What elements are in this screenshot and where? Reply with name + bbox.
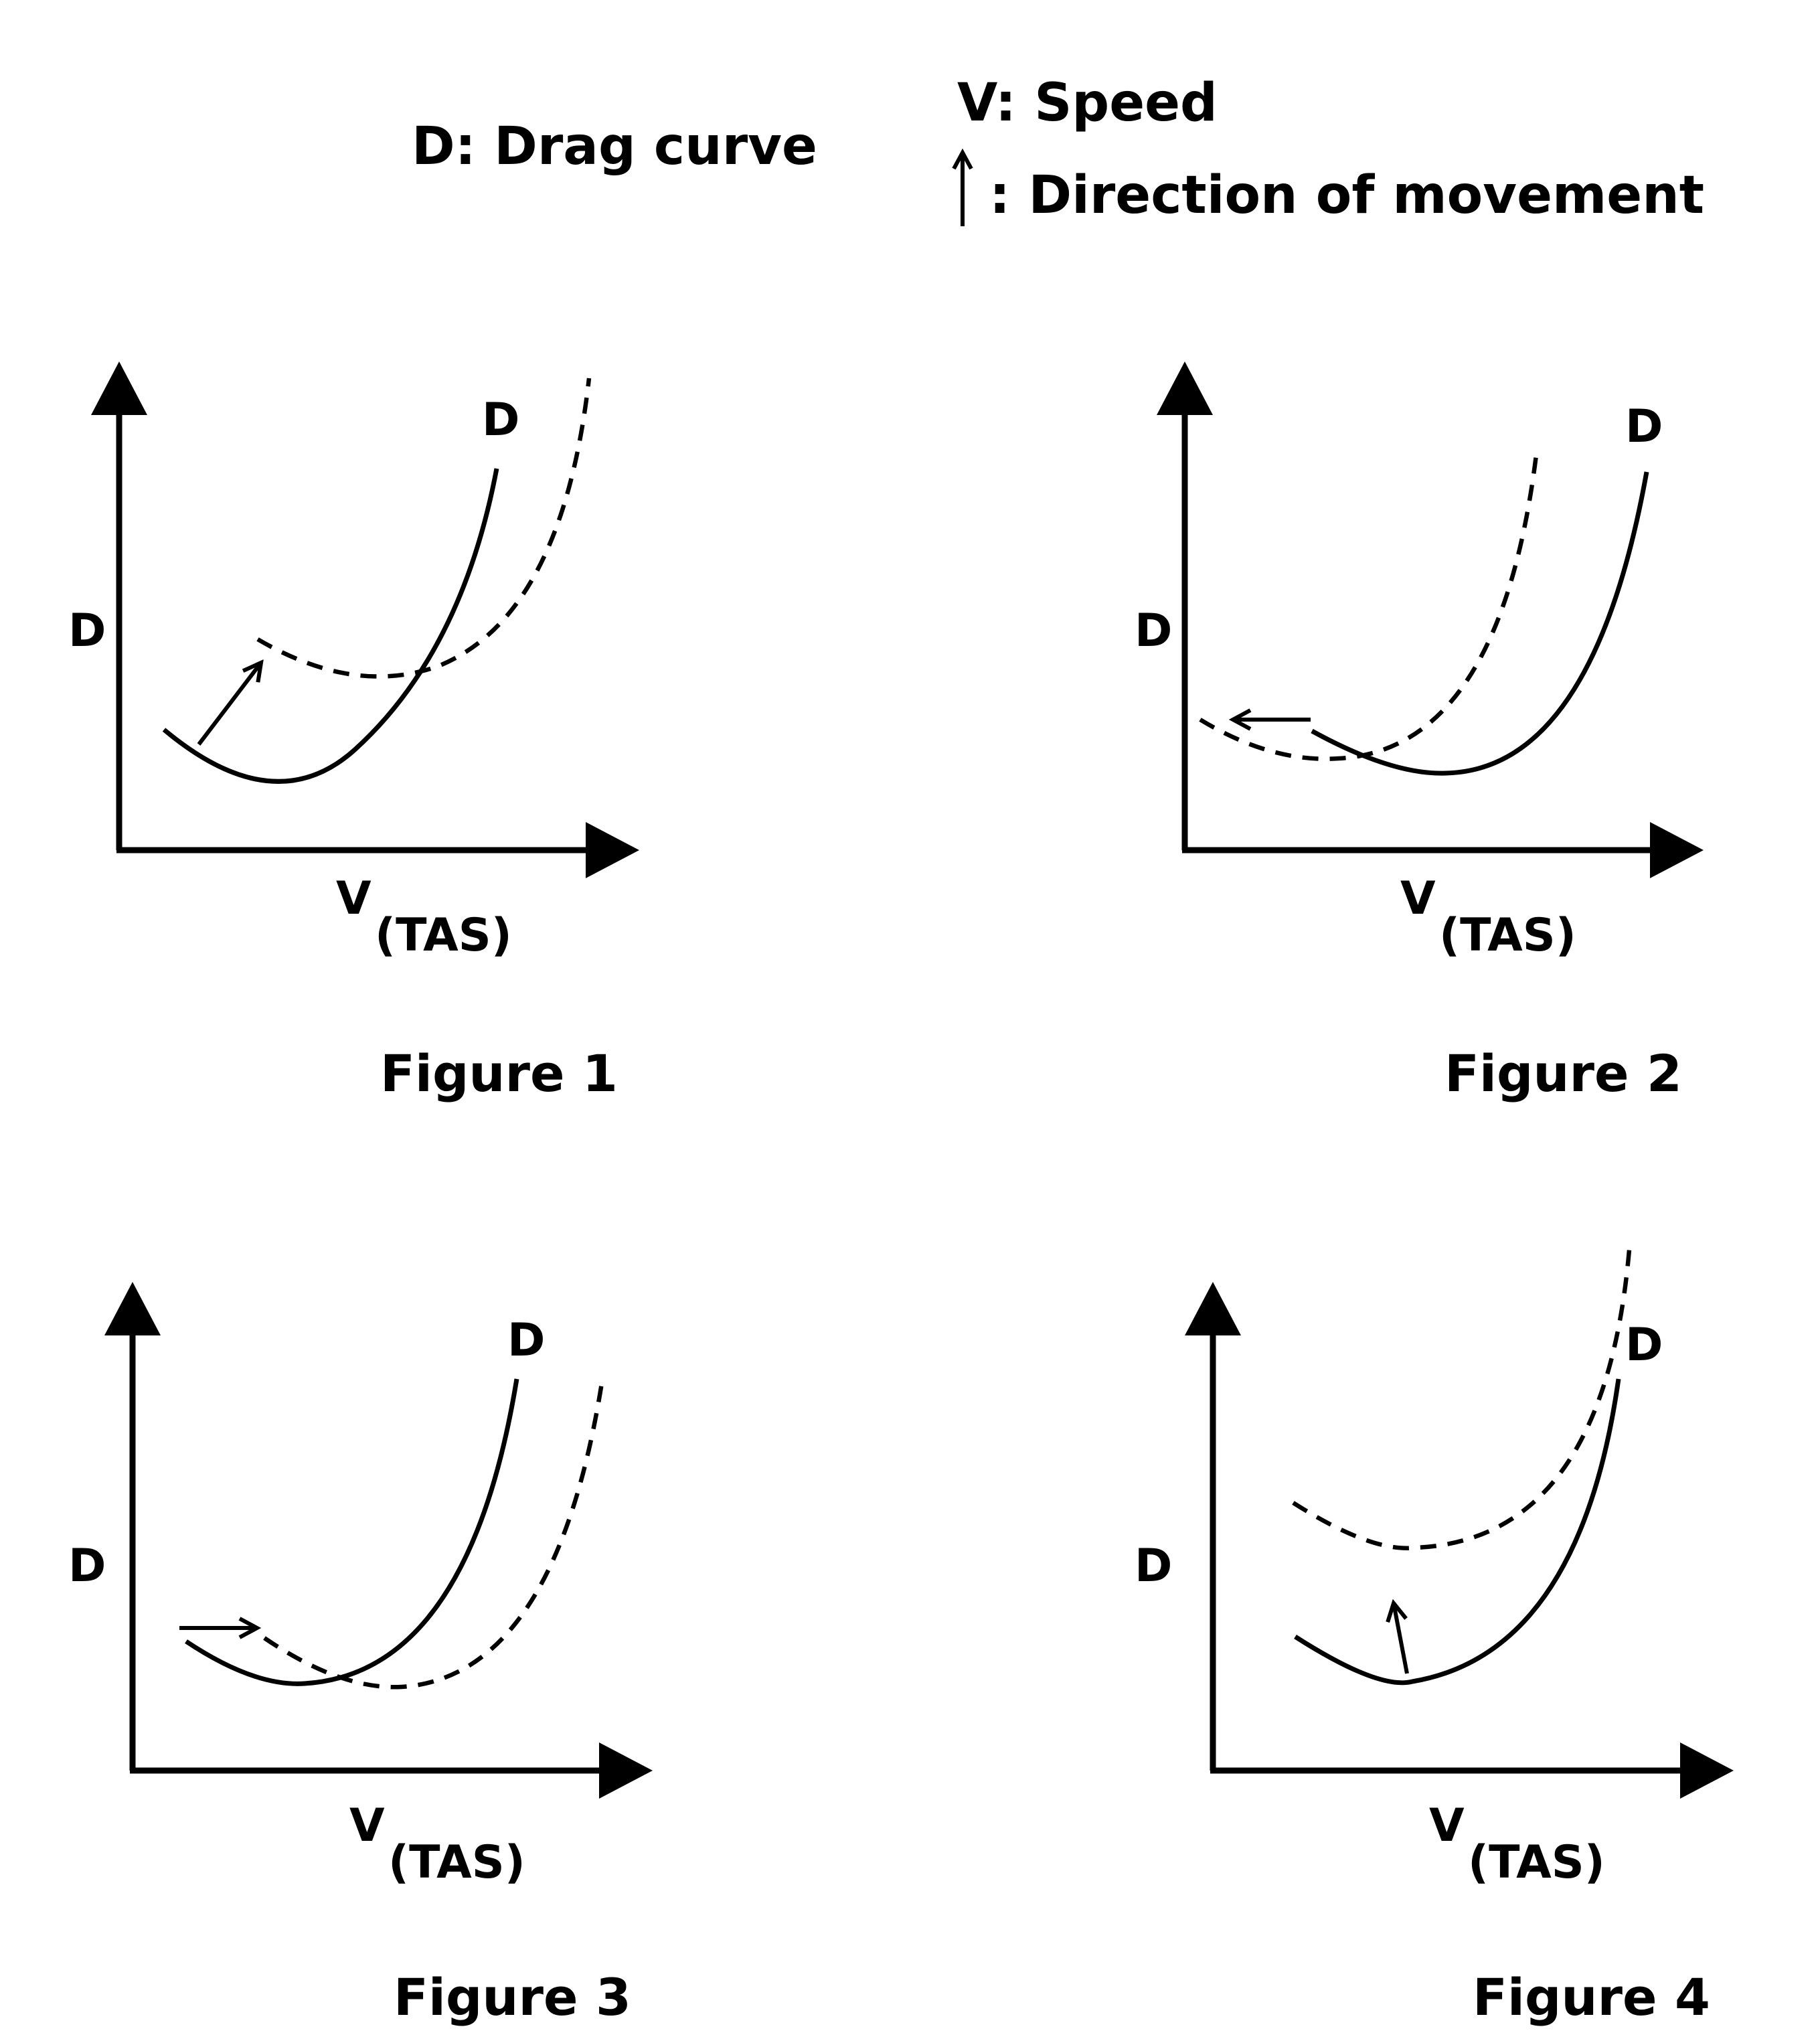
figure-3: D D V (TAS) Figure 3 [68, 1282, 653, 2027]
figure-3-drag-curve [185, 1378, 519, 1686]
figure-1-x-axis-arrowhead [586, 822, 639, 878]
figure-3-y-axis-arrowhead [104, 1282, 161, 1335]
figure-4: D D V (TAS) Figure 4 [1135, 1241, 1734, 2027]
figure-1-x-label: V [336, 872, 371, 925]
figure-3-y-label: D [68, 1540, 106, 1592]
figure-3-curve-label: D [507, 1314, 545, 1367]
figure-1-y-label: D [68, 604, 106, 657]
figure-4-x-label: V [1429, 1799, 1465, 1852]
figure-2-caption: Figure 2 [1444, 1044, 1682, 1103]
figure-4-curve-label: D [1625, 1319, 1663, 1372]
figure-2-drag-curve [1311, 471, 1649, 776]
figure-1-shifted-curve [256, 378, 592, 679]
figure-4-shifted-curve [1292, 1241, 1633, 1550]
figure-4-drag-curve [1294, 1378, 1621, 1686]
legend-speed-text: V: Speed [957, 73, 1218, 133]
arrow-up-icon [952, 148, 973, 226]
figure-2-shifted-curve [1199, 455, 1539, 761]
figure-2-x-label: V [1400, 872, 1436, 925]
figure-1: D D V (TAS) Figure 1 [68, 361, 639, 1103]
figure-2-y-axis-arrowhead [1157, 361, 1213, 415]
figure-4-caption: Figure 4 [1473, 1967, 1710, 2027]
legend-direction-text: : Direction of movement [989, 165, 1704, 226]
figure-1-movement-arrow [197, 663, 261, 746]
figure-4-y-axis-arrowhead [1185, 1282, 1241, 1335]
figure-1-drag-curve [162, 468, 499, 784]
figure-1-y-axis-arrowhead [91, 361, 147, 415]
figure-1-curve-label: D [482, 394, 519, 446]
legend: D: Drag curve V: Speed : Direction of mo… [412, 73, 1704, 226]
figure-3-caption: Figure 3 [394, 1967, 631, 2027]
figure-3-shifted-curve [263, 1378, 605, 1690]
figure-3-x-axis-arrowhead [599, 1742, 653, 1799]
figure-1-x-sub: (TAS) [375, 909, 512, 962]
figure-2-y-label: D [1135, 604, 1172, 657]
figure-3-x-label: V [349, 1799, 385, 1852]
legend-drag-text: D: Drag curve [412, 116, 817, 177]
figure-2-x-sub: (TAS) [1439, 909, 1576, 962]
figure-4-x-axis-arrowhead [1680, 1742, 1734, 1799]
figure-1-caption: Figure 1 [380, 1044, 618, 1103]
figure-4-movement-arrow [1394, 1603, 1409, 1674]
figure-3-x-sub: (TAS) [388, 1836, 525, 1889]
figure-2-curve-label: D [1625, 400, 1663, 453]
figure-4-y-label: D [1135, 1540, 1172, 1592]
figure-2: D D V (TAS) Figure 2 [1135, 361, 1704, 1103]
figure-2-x-axis-arrowhead [1650, 822, 1704, 878]
figure-4-x-sub: (TAS) [1468, 1836, 1605, 1889]
